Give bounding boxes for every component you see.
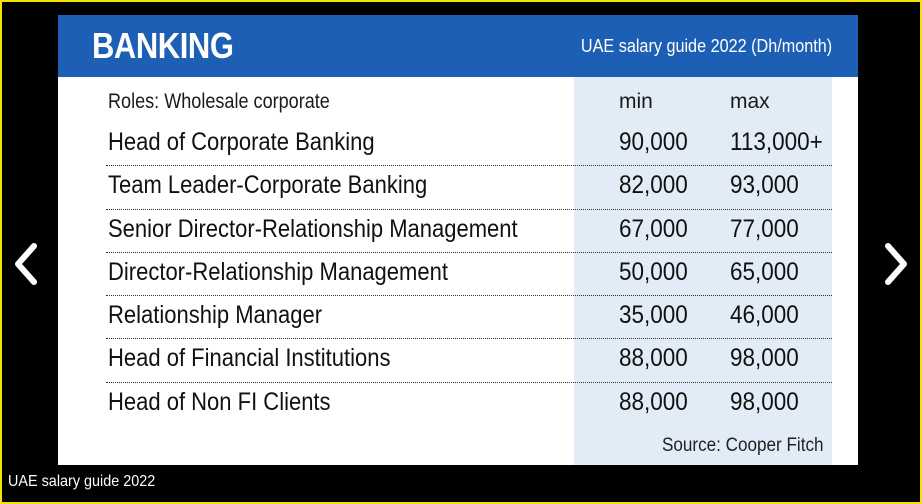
salary-table-image: BANKING UAE salary guide 2022 (Dh/month)… <box>58 15 858 465</box>
row-divider <box>106 251 832 253</box>
next-image-button[interactable] <box>876 234 916 294</box>
table-header: Roles: Wholesale corporate min max <box>58 87 858 117</box>
row-divider <box>106 208 832 210</box>
row-max: 65,000 <box>730 257 799 286</box>
row-min: 88,000 <box>619 387 688 416</box>
banner: BANKING UAE salary guide 2022 (Dh/month) <box>58 15 858 77</box>
column-header-max: max <box>730 90 770 113</box>
row-role: Head of Financial Institutions <box>108 344 391 373</box>
row-max: 113,000+ <box>730 128 823 156</box>
row-role: Head of Non FI Clients <box>108 387 331 416</box>
row-min: 35,000 <box>619 301 688 330</box>
table-row: Head of Corporate Banking 90,000 113,000… <box>58 123 858 167</box>
row-max: 46,000 <box>730 301 799 330</box>
banner-title: BANKING <box>92 25 234 66</box>
column-header-role: Roles: Wholesale corporate <box>108 90 330 113</box>
row-divider <box>106 381 832 383</box>
table-row: Team Leader-Corporate Banking 82,000 93,… <box>58 166 858 210</box>
image-caption: UAE salary guide 2022 <box>8 473 156 490</box>
row-role: Head of Corporate Banking <box>108 128 375 156</box>
row-divider <box>106 165 832 167</box>
row-max: 77,000 <box>730 214 799 243</box>
table-row: Senior Director-Relationship Management … <box>58 210 858 253</box>
row-role: Relationship Manager <box>108 301 323 330</box>
table-row: Head of Financial Institutions 88,000 98… <box>58 339 858 383</box>
previous-image-button[interactable] <box>6 234 46 294</box>
row-divider <box>106 295 832 297</box>
table-row: Relationship Manager 35,000 46,000 <box>58 296 858 340</box>
row-min: 67,000 <box>619 214 688 243</box>
row-min: 88,000 <box>619 344 688 373</box>
chevron-left-icon <box>15 243 37 285</box>
row-role: Team Leader-Corporate Banking <box>108 171 428 200</box>
row-divider <box>106 338 832 340</box>
row-role: Senior Director-Relationship Management <box>108 214 518 243</box>
table-body: Head of Corporate Banking 90,000 113,000… <box>58 123 858 426</box>
table-row: Director-Relationship Management 50,000 … <box>58 253 858 297</box>
source-note: Source: Cooper Fitch <box>662 435 824 456</box>
table-row: Head of Non FI Clients 88,000 98,000 <box>58 383 858 426</box>
row-max: 93,000 <box>730 171 799 200</box>
column-header-min: min <box>619 90 653 113</box>
row-max: 98,000 <box>730 387 799 416</box>
row-max: 98,000 <box>730 344 799 373</box>
row-role: Director-Relationship Management <box>108 257 448 286</box>
chevron-right-icon <box>885 243 907 285</box>
row-min: 90,000 <box>619 128 688 156</box>
row-min: 50,000 <box>619 257 688 286</box>
row-min: 82,000 <box>619 171 688 200</box>
value-columns-shade <box>574 77 832 465</box>
banner-subtitle: UAE salary guide 2022 (Dh/month) <box>580 36 832 56</box>
